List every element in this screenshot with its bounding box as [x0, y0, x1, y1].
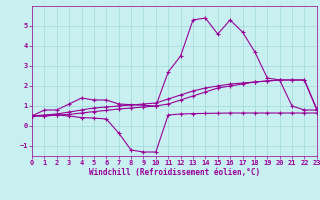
X-axis label: Windchill (Refroidissement éolien,°C): Windchill (Refroidissement éolien,°C)	[89, 168, 260, 177]
